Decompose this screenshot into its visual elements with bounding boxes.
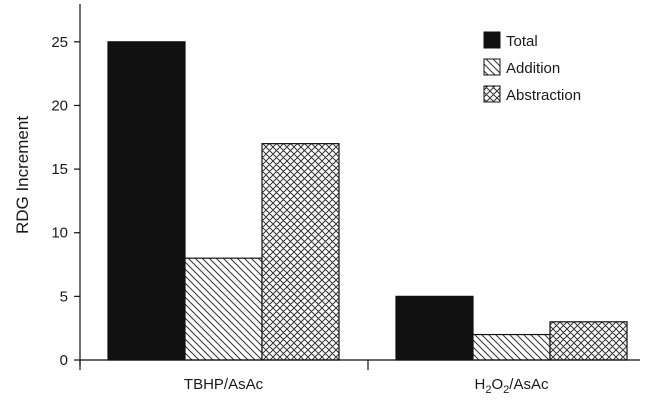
bar-total-2 bbox=[395, 295, 474, 361]
bar-addition-2 bbox=[472, 333, 551, 361]
bar-abstraction-1 bbox=[261, 143, 340, 361]
legend-swatch-total bbox=[483, 31, 501, 49]
legend-swatch-abstraction bbox=[483, 85, 501, 103]
x-category-label-2: H2O2/AsAc bbox=[475, 376, 549, 396]
legend-label-total: Total bbox=[506, 33, 538, 50]
legend-label-abstraction: Abstraction bbox=[506, 87, 581, 104]
y-tick-label: 15 bbox=[51, 161, 68, 178]
y-tick-label: 5 bbox=[60, 288, 68, 305]
y-tick-label: 25 bbox=[51, 34, 68, 51]
y-tick-label: 20 bbox=[51, 97, 68, 114]
bar-addition-1 bbox=[184, 257, 263, 361]
legend-label-addition: Addition bbox=[506, 60, 560, 77]
legend-swatch-addition bbox=[483, 58, 501, 76]
bar-total-1 bbox=[107, 41, 186, 361]
y-tick-label: 10 bbox=[51, 225, 68, 242]
y-axis-title: RDG Increment bbox=[13, 116, 32, 234]
x-category-label-1: TBHP/AsAc bbox=[184, 376, 264, 393]
y-tick-label: 0 bbox=[60, 352, 68, 369]
bar-abstraction-2 bbox=[549, 321, 628, 361]
